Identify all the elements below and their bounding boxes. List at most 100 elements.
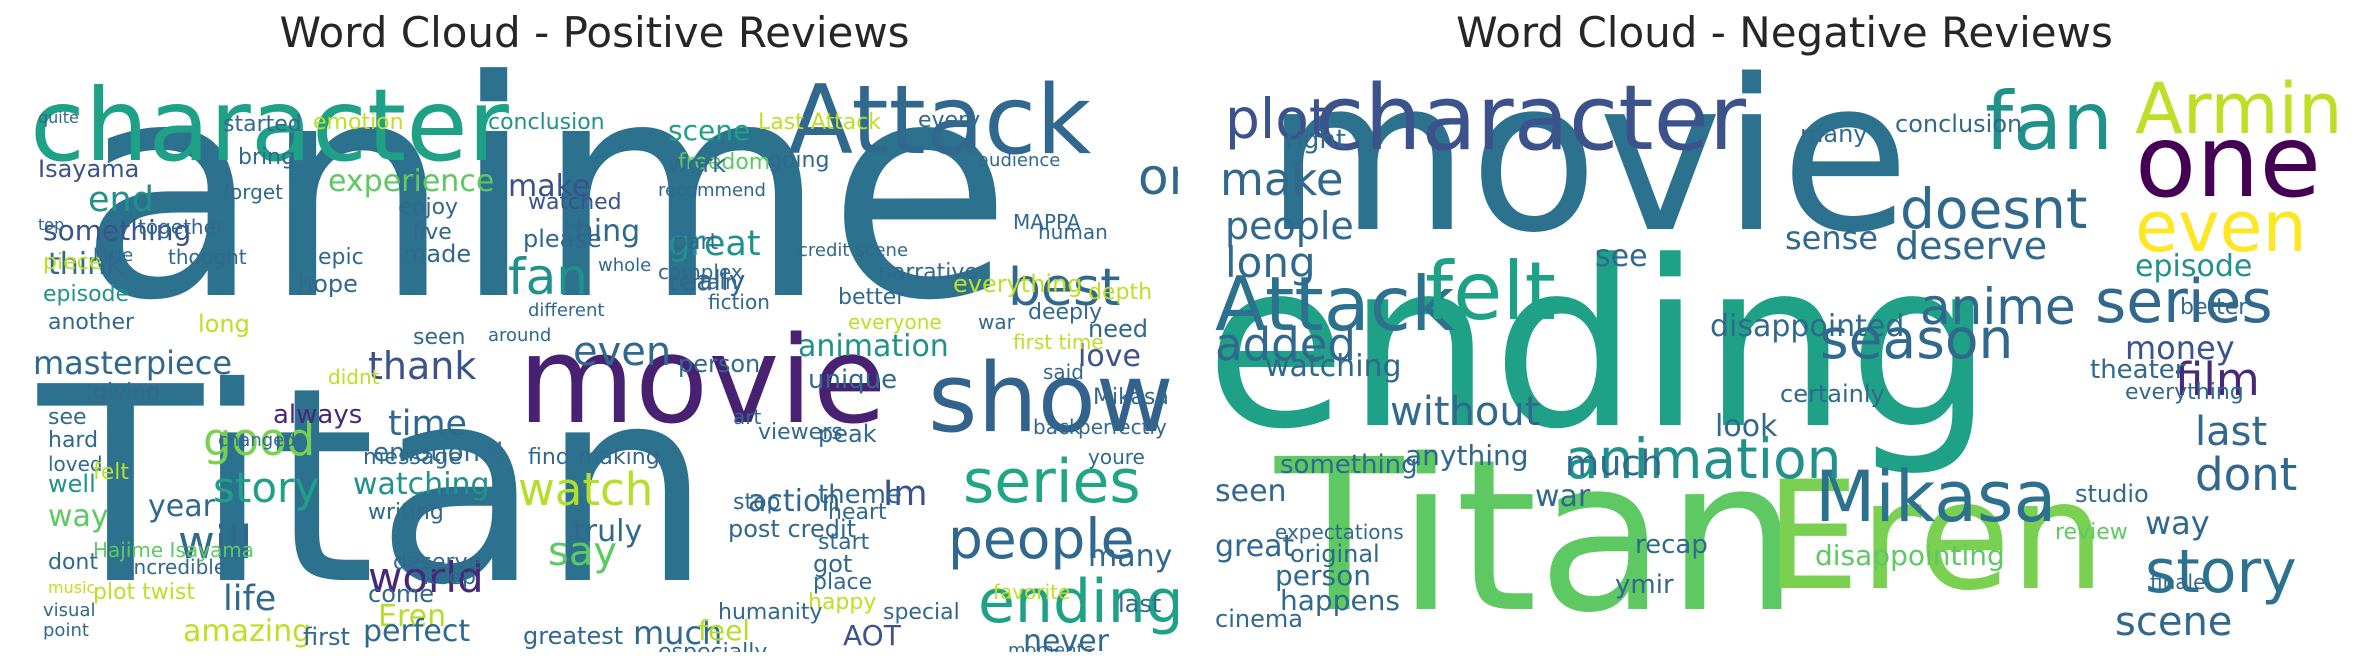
- cloud-word: giving: [93, 380, 161, 405]
- cloud-word: disappointing: [1815, 539, 2005, 572]
- cloud-word: seen: [1215, 474, 1287, 509]
- cloud-word: different: [528, 300, 605, 321]
- cloud-word: will: [178, 516, 253, 569]
- cloud-word: character: [30, 67, 509, 184]
- cloud-word: best: [1008, 258, 1121, 318]
- cloud-word: fan: [1985, 75, 2113, 168]
- cloud-word: much: [1565, 444, 1663, 484]
- cloud-word: felt: [93, 460, 130, 485]
- cloud-word: forget: [223, 180, 283, 204]
- cloud-word: fiction: [708, 290, 770, 314]
- cloud-word: many: [1088, 539, 1173, 574]
- cloud-word: last: [1118, 590, 1162, 618]
- cloud-word: anime: [78, 62, 1013, 366]
- cloud-word: credit scene: [798, 240, 909, 261]
- cloud-word: long: [1225, 238, 1316, 287]
- cloud-word: point: [43, 620, 89, 641]
- cloud-word: show: [928, 344, 1174, 454]
- cloud-word: cinema: [1215, 605, 1303, 633]
- cloud-word: felt: [1425, 245, 1556, 338]
- cloud-word: time: [388, 404, 468, 444]
- cloud-word: series: [963, 447, 1141, 517]
- cloud-word: better: [2180, 295, 2248, 320]
- cloud-word: another: [48, 310, 135, 335]
- cloud-word: live: [413, 220, 452, 245]
- cloud-word: everything: [2125, 380, 2244, 405]
- cloud-word: look: [1715, 409, 1778, 444]
- cloud-word: always: [273, 400, 363, 430]
- cloud-word: heart: [828, 500, 887, 525]
- cloud-word: favorite: [993, 580, 1071, 604]
- cloud-word: find: [528, 445, 570, 470]
- cloud-word: happy: [808, 590, 877, 615]
- cloud-word: many: [1800, 120, 1868, 148]
- cloud-word: making: [578, 445, 660, 470]
- cloud-word: Im: [883, 474, 928, 514]
- cloud-word: Eren: [378, 599, 447, 634]
- cloud-word: back: [1033, 415, 1081, 439]
- cloud-word: even: [2135, 186, 2307, 268]
- cloud-word: loved: [48, 452, 103, 476]
- cloud-word: disappointed: [1710, 309, 1905, 344]
- cloud-word: thank: [368, 344, 477, 388]
- cloud-word: theater: [2090, 355, 2186, 385]
- cloud-word: scene: [668, 114, 751, 147]
- cloud-word: series: [2095, 267, 2273, 337]
- cloud-word: masterpiece: [33, 344, 233, 382]
- cloud-word: without: [1390, 389, 1541, 435]
- cloud-word: ymir: [1615, 570, 1674, 600]
- cloud-word: review: [2055, 520, 2128, 545]
- cloud-word: experience: [328, 164, 495, 199]
- cloud-word: part: [673, 230, 719, 255]
- cloud-word: animation: [1565, 427, 1842, 491]
- cloud-word: action: [748, 484, 841, 519]
- cloud-word: story: [213, 463, 320, 512]
- cloud-word: emotion: [313, 110, 404, 135]
- cloud-word: unique: [808, 365, 898, 395]
- cloud-word: good: [203, 413, 316, 466]
- cloud-word: thought: [168, 245, 247, 269]
- cloud-word: perfectly: [1078, 415, 1167, 439]
- cloud-word: incredible: [128, 555, 227, 579]
- cloud-word: first time: [1013, 330, 1104, 354]
- cloud-word: dont: [2195, 448, 2298, 501]
- cloud-word: film: [2175, 353, 2260, 406]
- cloud-word: together: [138, 215, 225, 239]
- cloud-word: life: [223, 579, 277, 619]
- cloud-word: didnt: [328, 365, 380, 389]
- cloud-word: keep: [423, 565, 476, 590]
- cloud-word: start: [818, 530, 870, 555]
- cloud-word: see: [1595, 239, 1648, 274]
- negative-panel: Word Cloud - Negative Reviews movie endin…: [1190, 0, 2379, 668]
- cloud-word: war: [978, 310, 1015, 334]
- cloud-word: watched: [528, 190, 622, 215]
- cloud-word: long: [198, 310, 250, 338]
- cloud-word: Titan: [38, 329, 713, 644]
- cloud-word: made: [403, 240, 472, 268]
- cloud-word: music: [48, 578, 96, 597]
- cloud-word: first: [303, 623, 350, 651]
- cloud-word: war: [1535, 479, 1591, 514]
- cloud-word: finale: [2150, 570, 2206, 594]
- cloud-word: fan: [508, 248, 588, 306]
- cloud-word: watching: [1265, 349, 1402, 384]
- cloud-word: seen: [413, 325, 466, 350]
- negative-word-cloud: movie ending Titan Eren character fan Armin one…: [1195, 62, 2365, 652]
- cloud-word: anything: [1405, 439, 1529, 472]
- cloud-word: original: [1290, 540, 1380, 568]
- cloud-word: enjoy: [398, 195, 459, 220]
- cloud-word: hard: [48, 428, 99, 453]
- cloud-word: animation: [798, 329, 949, 364]
- cloud-word: MAPPA: [1013, 210, 1081, 234]
- cloud-word: recap: [1635, 530, 1708, 560]
- cloud-word: certain: [668, 270, 738, 294]
- cloud-word: viewers: [758, 420, 843, 445]
- cloud-word: right: [1285, 125, 1347, 155]
- cloud-word: amazing: [183, 614, 312, 649]
- cloud-word: AOT: [843, 619, 901, 652]
- cloud-word: way: [48, 499, 109, 534]
- cloud-word: around: [488, 325, 552, 346]
- cloud-word: complex: [658, 260, 743, 284]
- cloud-word: writing: [368, 500, 444, 525]
- cloud-word: said: [1043, 360, 1084, 384]
